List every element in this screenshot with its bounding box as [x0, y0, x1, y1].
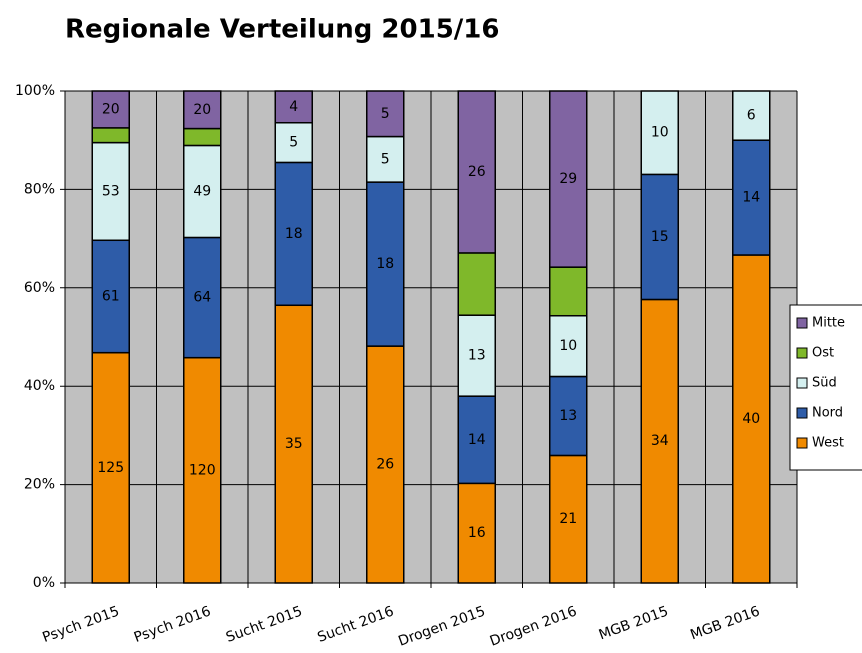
- bar-segment: [366, 135, 405, 183]
- data-label: 49: [193, 183, 211, 199]
- bar-segment: [274, 304, 313, 584]
- bar-segment: [457, 90, 496, 254]
- bar-segment: [366, 345, 405, 584]
- data-label: 5: [381, 151, 390, 167]
- bar-segment: [549, 314, 588, 378]
- data-label: 10: [559, 338, 577, 354]
- data-label: 34: [651, 433, 669, 449]
- data-label: 6: [747, 108, 756, 124]
- y-tick-label: 20%: [24, 477, 55, 493]
- x-tick-label: Sucht 2016: [315, 603, 396, 645]
- x-tick-label: MGB 2016: [688, 603, 762, 643]
- data-label: 13: [468, 348, 486, 364]
- bar-segment: [640, 298, 679, 584]
- bar-segment: [183, 90, 222, 130]
- y-tick-label: 100%: [15, 83, 55, 99]
- data-label: 20: [193, 102, 211, 118]
- bar-segment: [549, 266, 588, 317]
- data-label: 26: [468, 164, 486, 180]
- data-label: 125: [97, 460, 124, 476]
- bar-segment: [549, 375, 588, 457]
- bar-segment: [457, 482, 496, 584]
- bar-segment: [457, 252, 496, 316]
- x-tick-label: Sucht 2015: [224, 603, 305, 645]
- bar-segment: [732, 90, 771, 141]
- bar-segment: [183, 144, 222, 239]
- data-label: 10: [651, 125, 669, 141]
- data-label: 18: [285, 226, 303, 242]
- data-label: 13: [559, 408, 577, 424]
- legend: Mitte Ost Süd Nord West: [789, 304, 862, 471]
- bar-segment: [457, 314, 496, 397]
- legend-label: West: [812, 436, 844, 451]
- bar-segment: [91, 127, 130, 144]
- data-label: 4: [289, 99, 298, 115]
- legend-swatch: [796, 437, 808, 449]
- data-label: 61: [102, 288, 120, 304]
- legend-swatch: [796, 377, 808, 389]
- data-label: 18: [376, 256, 394, 272]
- bar-segment: [183, 356, 222, 584]
- bar-segment: [640, 90, 679, 176]
- data-label: 15: [651, 229, 669, 245]
- legend-label: Ost: [812, 346, 834, 361]
- bar-segment: [549, 90, 588, 268]
- data-label: 14: [742, 190, 760, 206]
- legend-swatch: [796, 317, 808, 329]
- data-label: 40: [742, 411, 760, 427]
- data-label: 20: [102, 101, 120, 117]
- bar-segment: [274, 121, 313, 164]
- bar-segment: [183, 236, 222, 359]
- y-tick-label: 80%: [24, 181, 55, 197]
- data-label: 120: [189, 462, 216, 478]
- data-label: 53: [102, 183, 120, 199]
- x-tick-label: Drogen 2016: [488, 603, 579, 649]
- data-label: 5: [289, 135, 298, 151]
- x-tick-label: Psych 2015: [40, 603, 121, 646]
- bar-segment: [274, 161, 313, 307]
- data-label: 5: [381, 106, 390, 122]
- x-tick-label: MGB 2015: [597, 603, 671, 643]
- legend-label: Süd: [812, 376, 837, 391]
- legend-swatch: [796, 347, 808, 359]
- legend-label: Mitte: [812, 316, 845, 331]
- data-label: 14: [468, 432, 486, 448]
- bar-segment: [732, 139, 771, 256]
- bar-segment: [366, 90, 405, 138]
- data-label: 64: [193, 290, 211, 306]
- y-tick-label: 60%: [24, 280, 55, 296]
- bar-segment: [732, 254, 771, 584]
- data-label: 16: [468, 525, 486, 541]
- y-tick-label: 40%: [24, 378, 55, 394]
- chart-title: Regionale Verteilung 2015/16: [65, 15, 499, 45]
- legend-label: Nord: [812, 406, 843, 421]
- data-label: 29: [559, 171, 577, 187]
- data-label: 21: [559, 511, 577, 527]
- bar-segment: [274, 90, 313, 124]
- bar-segment: [640, 173, 679, 301]
- bar-segment: [183, 127, 222, 147]
- bar-segment: [91, 90, 130, 129]
- y-tick-label: 0%: [33, 575, 55, 591]
- legend-swatch: [796, 407, 808, 419]
- bar-segment: [366, 181, 405, 347]
- data-label: 35: [285, 436, 303, 452]
- x-tick-label: Drogen 2015: [396, 603, 487, 649]
- data-label: 26: [376, 457, 394, 473]
- x-tick-label: Psych 2016: [132, 603, 213, 646]
